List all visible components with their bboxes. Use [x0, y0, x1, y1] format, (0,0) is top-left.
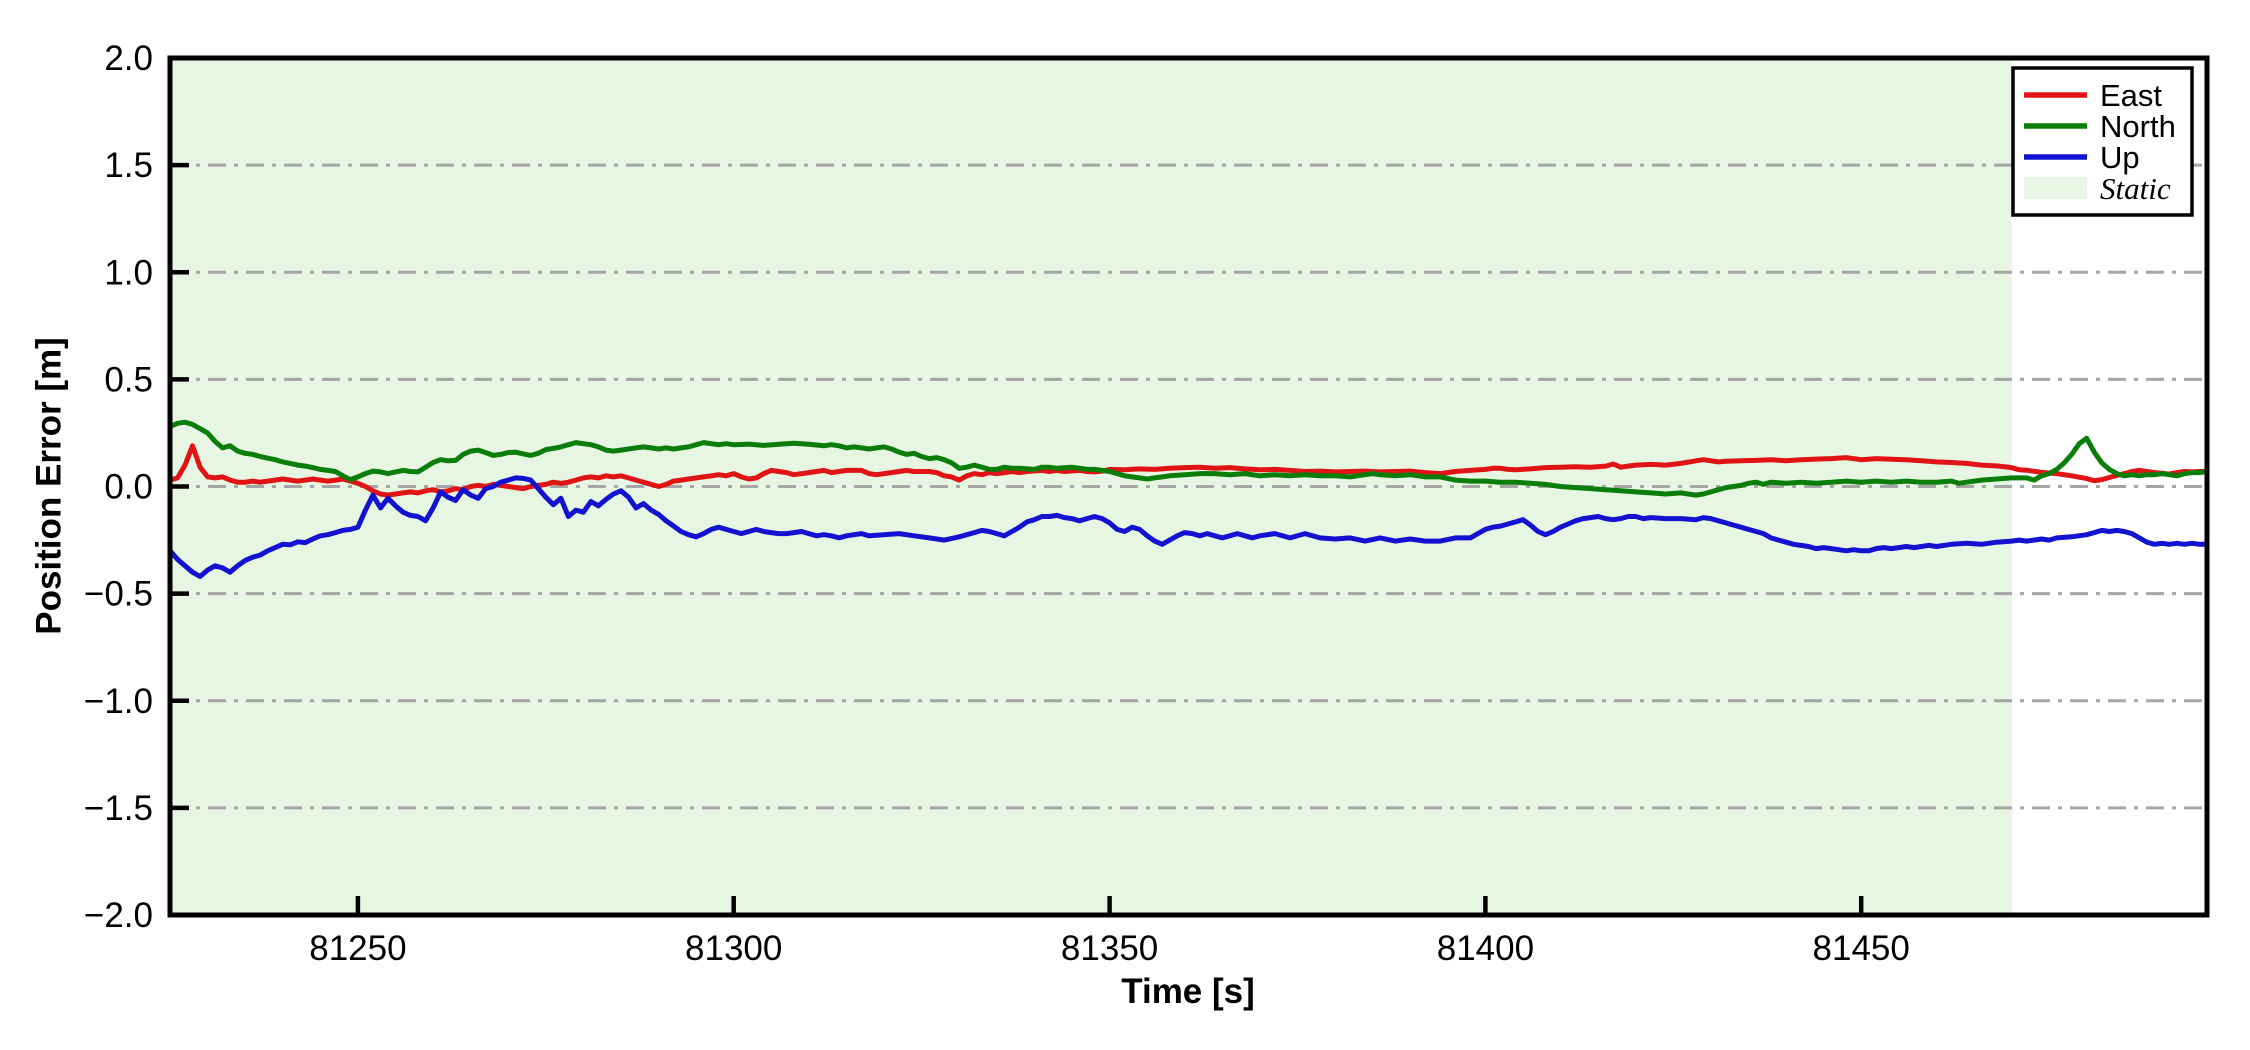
x-tick-label: 81250: [309, 929, 406, 968]
y-tick-label: 2.0: [104, 39, 153, 78]
x-tick-label: 81400: [1437, 929, 1534, 968]
x-tick-label: 81350: [1061, 929, 1158, 968]
tick-labels-layer: 81250 81300 81350 81400 81450 2.0 1.5 1.0 0.5 0.0…: [84, 39, 1910, 968]
y-axis-label: Position Error [m]: [29, 337, 68, 635]
legend-label-static: Static: [2100, 171, 2171, 206]
legend-label-north: North: [2100, 109, 2176, 144]
y-tick-label: 0.5: [104, 360, 153, 399]
axis-ticks-layer: [170, 55, 1864, 918]
y-tick-label: −1.0: [84, 682, 153, 721]
y-tick-label: 1.0: [104, 253, 153, 292]
y-tick-label: 0.0: [104, 468, 153, 507]
y-tick-label: −0.5: [84, 575, 153, 614]
series-layer: [167, 419, 2210, 579]
legend-label-east: East: [2100, 78, 2162, 113]
legend-label-up: Up: [2100, 140, 2140, 175]
y-tick-label: 1.5: [104, 146, 153, 185]
legend-swatch-static: [2024, 177, 2087, 199]
x-tick-label: 81450: [1813, 929, 1910, 968]
x-tick-label: 81300: [685, 929, 782, 968]
series-line-north: [167, 419, 2210, 498]
y-tick-label: −2.0: [84, 896, 153, 935]
x-axis-label: Time [s]: [1121, 972, 1255, 1011]
series-line-east: [167, 443, 2210, 498]
series-line-up: [167, 475, 2210, 579]
y-tick-label: −1.5: [84, 789, 153, 828]
